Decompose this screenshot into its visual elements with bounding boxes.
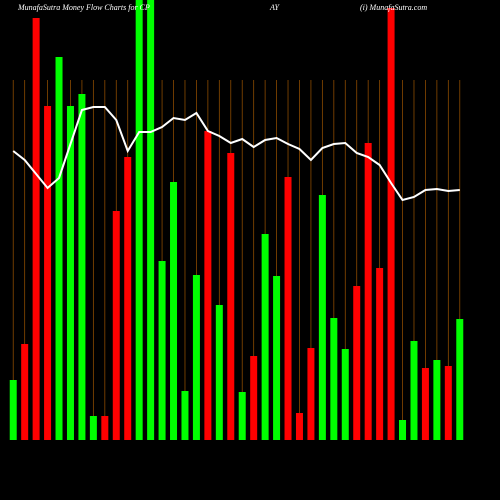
- bar: [158, 261, 166, 440]
- bar: [273, 276, 281, 440]
- bar: [112, 211, 120, 440]
- bar: [284, 177, 292, 440]
- bar: [421, 368, 429, 440]
- bar: [44, 106, 52, 440]
- bar: [307, 348, 315, 440]
- bar: [89, 416, 97, 440]
- bar: [295, 413, 303, 440]
- bar: [204, 131, 212, 440]
- bar: [250, 356, 258, 440]
- bar: [399, 420, 407, 440]
- bar: [215, 305, 223, 440]
- bar: [32, 18, 40, 440]
- bar: [124, 157, 132, 440]
- bar: [261, 234, 269, 440]
- bar: [101, 416, 109, 440]
- bar: [21, 344, 29, 440]
- bar: [78, 94, 86, 440]
- bars: [9, 0, 464, 440]
- chart-title-part: AY: [269, 3, 280, 12]
- bar: [66, 106, 74, 440]
- bar: [341, 349, 349, 440]
- bar: [318, 195, 326, 440]
- bar: [410, 341, 418, 440]
- bar: [170, 182, 178, 440]
- bar: [147, 0, 155, 440]
- bar: [238, 392, 246, 440]
- bar: [364, 143, 372, 440]
- credit: (i) MunafaSutra.com: [360, 3, 427, 12]
- bar: [227, 153, 235, 440]
- bar: [387, 8, 395, 440]
- bar: [433, 360, 441, 440]
- bar: [330, 318, 338, 440]
- chart-title: MunafaSutra Money Flow Charts for CP: [17, 3, 150, 12]
- bar: [55, 57, 63, 440]
- bar: [192, 275, 200, 440]
- bar: [353, 286, 361, 440]
- bar: [376, 268, 384, 440]
- bar: [9, 380, 17, 440]
- bar: [444, 366, 452, 440]
- bar: [181, 391, 189, 440]
- bar: [135, 0, 143, 440]
- bar: [456, 319, 464, 440]
- money-flow-line: [12, 106, 460, 202]
